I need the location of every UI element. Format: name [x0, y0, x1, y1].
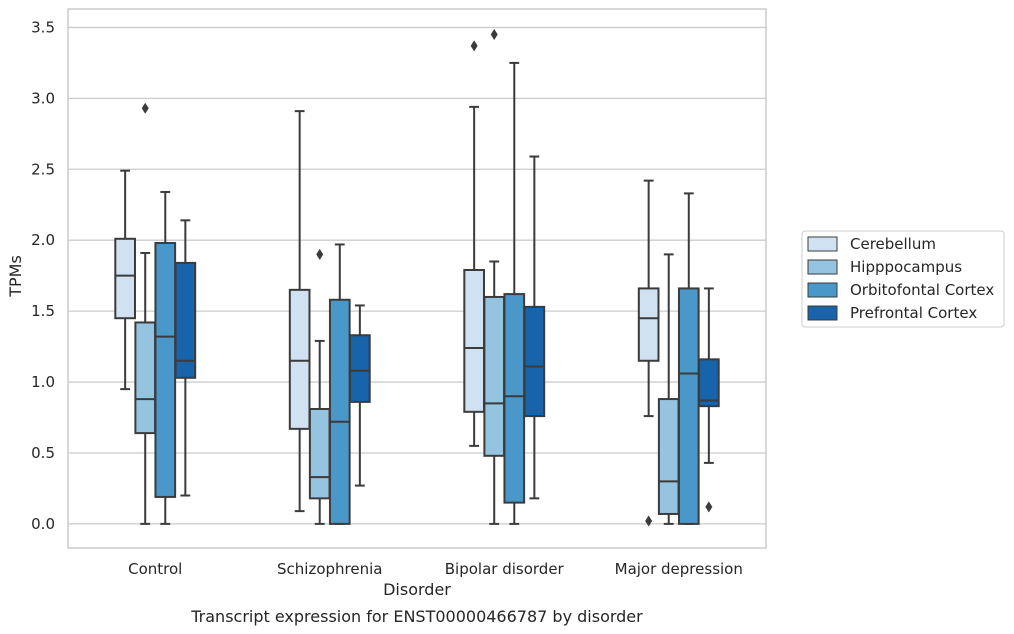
legend-swatch [807, 305, 838, 321]
x-tick-labels: Control Schizophrenia Bipolar disorder Majo… [128, 560, 743, 578]
box-iqr [288, 288, 311, 430]
box-orbitofontal-cortex [677, 192, 700, 525]
y-axis-title: TPMs [6, 255, 25, 298]
x-tick-label: Schizophrenia [277, 560, 382, 578]
plot-area-frame [67, 8, 767, 549]
box-iqr [349, 334, 371, 403]
outlier-point [490, 29, 498, 41]
legend-label: Prefrontal Cortex [850, 304, 977, 322]
legend-label: Orbitofontal Cortex [850, 281, 994, 299]
box-prefrontal-cortex [698, 287, 720, 513]
box-prefrontal-cortex [174, 219, 197, 497]
boxes [114, 29, 720, 527]
chart-caption: Transcript expression for ENST0000046678… [190, 607, 643, 626]
y-tick-label: 2.0 [31, 231, 55, 249]
box-cerebellum [637, 179, 660, 527]
box-prefrontal-cortex [349, 304, 371, 487]
y-tick-label: 1.5 [31, 302, 55, 320]
x-tick-label: Bipolar disorder [445, 560, 565, 578]
x-tick-label: Control [128, 560, 182, 578]
y-tick-label: 3.5 [31, 18, 55, 36]
box-iqr [503, 293, 526, 504]
x-tick-label: Major depression [615, 560, 743, 578]
box-iqr [463, 268, 485, 413]
box-iqr [698, 358, 720, 408]
box-iqr [174, 261, 197, 379]
x-axis-title: Disorder [383, 580, 451, 599]
box-orbitofontal-cortex [154, 190, 177, 525]
box-iqr [114, 237, 136, 320]
box-prefrontal-cortex [523, 155, 546, 500]
box-cerebellum [114, 169, 136, 391]
box-iqr [677, 287, 700, 525]
box-iqr [154, 242, 177, 498]
box-iqr [637, 287, 660, 362]
box-iqr [657, 398, 680, 515]
legend-label: Cerebellum [850, 235, 936, 253]
legend-frame [801, 230, 1005, 328]
box-orbitofontal-cortex [328, 243, 351, 525]
box-cerebellum [288, 110, 311, 513]
box-iqr [483, 295, 506, 457]
legend: Cerebellum Hipppocampus Orbitofontal Corte… [801, 230, 1005, 328]
y-tick-label: 3.0 [31, 89, 55, 107]
y-tick-label: 0.5 [31, 444, 55, 462]
legend-label: Hipppocampus [850, 258, 962, 276]
box-orbitofontal-cortex [503, 61, 526, 525]
outlier-point [141, 102, 149, 114]
box-iqr [308, 407, 331, 500]
outlier-point [470, 40, 478, 52]
y-tick-label: 1.0 [31, 373, 55, 391]
y-tick-label: 2.5 [31, 160, 55, 178]
legend-swatch [807, 236, 838, 252]
legend-swatch [807, 282, 838, 298]
legend-swatch [807, 259, 838, 275]
box-hipppocampus [134, 102, 157, 525]
box-iqr [523, 305, 546, 418]
box-hipppocampus [657, 253, 680, 525]
box-hipppocampus [308, 248, 331, 525]
outlier-point [316, 248, 324, 260]
box-hipppocampus [483, 29, 506, 525]
y-tick-label: 0.0 [31, 515, 55, 533]
box-iqr [134, 321, 157, 435]
outlier-point [705, 501, 713, 513]
outlier-point [645, 515, 653, 527]
box-cerebellum [463, 40, 485, 447]
y-tick-labels: 0.0 0.5 1.0 1.5 2.0 2.5 3.0 3.5 [31, 18, 55, 532]
box-iqr [328, 298, 351, 525]
